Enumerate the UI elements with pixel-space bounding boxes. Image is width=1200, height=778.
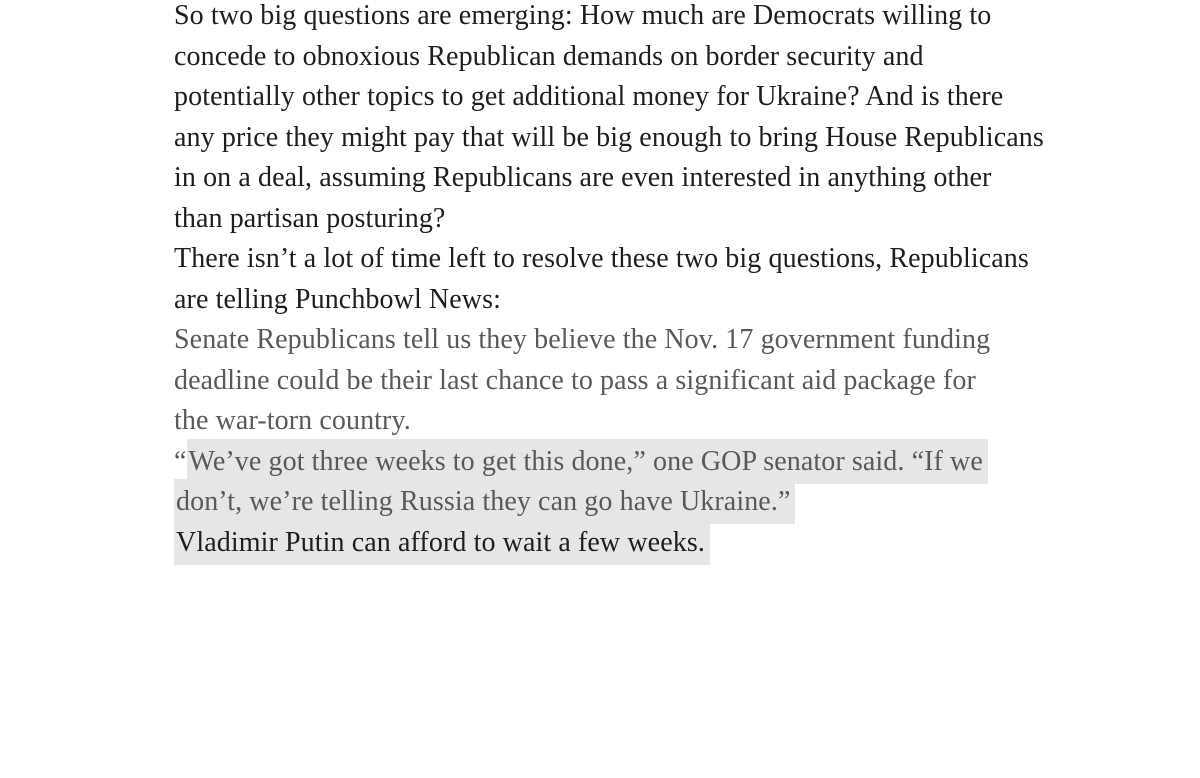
text-line: any price they might pay that will be bi… [174,118,1134,159]
text-run: concede to obnoxious Republican demands … [174,40,924,72]
text-run: “ [174,445,187,477]
highlighted-text: don’t, we’re telling Russia they can go … [174,479,796,524]
text-line: Vladimir Putin can afford to wait a few … [174,519,1134,565]
text-run: There isn’t a lot of time left to resolv… [174,243,1029,274]
text-run: in on a deal, assuming Republicans are e… [174,162,992,193]
quote-paragraph-1: Senate Republicans tell us they believe … [174,320,1134,442]
highlighted-text: Vladimir Putin can afford to wait a few … [174,519,710,565]
text-run: than partisan posturing? [174,202,446,234]
text-run: the war-torn country. [174,405,411,436]
text-line: don’t, we’re telling Russia they can go … [174,479,1134,524]
closing-paragraph: Vladimir Putin can afford to wait a few … [174,519,1134,565]
text-line: So two big questions are emerging: How m… [174,0,1134,37]
text-line: the war-torn country. [174,401,1134,442]
intro-paragraph: So two big questions are emerging: How m… [174,0,1134,239]
text-line: concede to obnoxious Republican demands … [174,37,1134,78]
text-line: in on a deal, assuming Republicans are e… [174,158,1134,199]
text-line: “We’ve got three weeks to get this done,… [174,438,1134,484]
text-run: potentially other topics to get addition… [174,81,1004,112]
article: So two big questions are emerging: How m… [174,0,1134,565]
text-line: Senate Republicans tell us they believe … [174,320,1134,361]
text-run: deadline could be their last chance to p… [174,364,976,396]
text-run: So two big questions are emerging: How m… [174,0,992,31]
text-line: are telling Punchbowl News: [174,280,1134,321]
time-paragraph: There isn’t a lot of time left to resolv… [174,239,1134,320]
text-line: potentially other topics to get addition… [174,77,1134,118]
highlighted-text: We’ve got three weeks to get this done,”… [186,438,988,484]
quote-paragraph-2: “We’ve got three weeks to get this done,… [174,438,1134,524]
text-line: There isn’t a lot of time left to resolv… [174,239,1134,280]
text-line: than partisan posturing? [174,199,1134,240]
text-run: are telling Punchbowl News: [174,283,501,315]
text-run: any price they might pay that will be bi… [174,121,1044,153]
text-line: deadline could be their last chance to p… [174,361,1134,402]
text-run: Senate Republicans tell us they believe … [174,324,991,355]
